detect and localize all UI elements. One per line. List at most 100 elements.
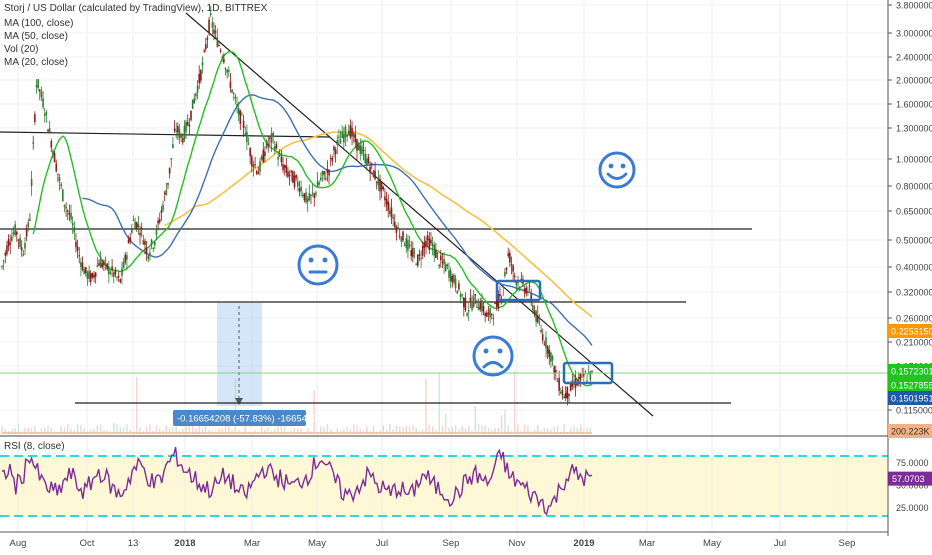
candle-body [206, 37, 209, 40]
rsi-tick-label: 25.0000 [896, 503, 929, 513]
indicator-volume[interactable]: Vol (20) [4, 44, 39, 55]
candle-body [316, 181, 319, 187]
candle-body [114, 269, 117, 275]
volume-bar [159, 428, 161, 434]
candle-body [173, 128, 176, 131]
candle-body [540, 329, 542, 333]
volume-bar [497, 427, 500, 434]
resistance-line-top[interactable] [0, 131, 331, 138]
candle-body [239, 110, 242, 125]
candle-body [410, 250, 413, 257]
candle-body [198, 73, 201, 84]
volume-bar [576, 427, 578, 434]
candle-body [400, 237, 403, 242]
candle-body [186, 121, 189, 126]
rsi-value-label: 57.0703 [892, 474, 925, 484]
volume-bar [533, 429, 536, 434]
candle-body [88, 270, 90, 279]
highlight-box-1[interactable] [495, 279, 542, 302]
indicator-ma50[interactable]: MA (50, close) [4, 31, 68, 42]
time-tick-label: May [703, 538, 721, 549]
volume-bar [237, 430, 240, 434]
candle-body [343, 134, 345, 143]
candle-body [515, 281, 518, 286]
volume-bar [346, 426, 348, 434]
volume-bar [17, 424, 20, 434]
candle-body [29, 219, 31, 221]
volume-bar [152, 430, 154, 434]
candle-body [333, 146, 335, 151]
candle-body [211, 22, 214, 28]
candle-body [226, 69, 228, 73]
candle-body [170, 158, 173, 160]
candle-body [324, 177, 327, 180]
indicator-ma20[interactable]: MA (20, close) [4, 57, 68, 68]
candle-body [154, 241, 156, 246]
candle-body [241, 114, 243, 116]
candle-body [55, 163, 58, 172]
volume-bar [50, 428, 53, 434]
price-axis[interactable]: 3.80000000 3.00000000 2.40000000 2.00000000… [888, 1, 932, 416]
candle-body [556, 381, 559, 383]
volume-bar [83, 428, 85, 434]
volume-bar [60, 426, 62, 434]
time-axis[interactable]: Aug Oct 13 2018 Mar May Jul Sep Nov 2019 Mar May Jul… [10, 538, 856, 549]
candle-body [277, 157, 279, 160]
candle-body [546, 346, 549, 354]
price-tick-label: 1.60000000 [896, 100, 932, 110]
candle-body [398, 235, 401, 237]
trendline[interactable] [185, 12, 654, 417]
candle-body [366, 158, 368, 166]
candle-body [535, 311, 537, 322]
volume-bar [343, 428, 345, 434]
candle-body [274, 146, 276, 151]
candle-body [35, 84, 38, 88]
measure-label-box [173, 410, 306, 426]
price-tag [888, 378, 932, 392]
candle-body [443, 259, 445, 265]
volume-bar [306, 428, 309, 434]
indicator-ma100[interactable]: MA (100, close) [4, 18, 74, 29]
candle-body [252, 164, 255, 168]
volume-bar [300, 427, 302, 434]
candle-body [362, 149, 365, 151]
candle-body [134, 221, 136, 229]
candle-body [431, 243, 434, 247]
candle-body [464, 298, 467, 311]
candle-body [99, 259, 102, 268]
candle-body [328, 169, 330, 176]
candle-body [283, 165, 286, 168]
volume-bar [441, 425, 444, 434]
candle-body [512, 265, 514, 272]
candle-body [22, 254, 25, 256]
candle-body [428, 238, 431, 251]
candle-body [180, 133, 182, 138]
candle-body [57, 173, 59, 175]
rsi-tick-label: 75.0000 [896, 458, 929, 468]
candle-body [103, 261, 105, 266]
candle-body [147, 255, 150, 260]
volume-bar [175, 426, 177, 434]
candle-body [47, 129, 49, 132]
candle-body [111, 266, 113, 271]
candle-body [433, 244, 436, 256]
candle-body [158, 219, 161, 223]
volume-bar [573, 425, 575, 434]
candle-body [73, 226, 76, 233]
candle-body [463, 297, 465, 308]
volume-bar [280, 425, 283, 434]
candle-body [63, 204, 66, 207]
candle-body [68, 212, 71, 215]
candle-body [257, 172, 260, 175]
candle-body [555, 370, 557, 374]
volume-bar [428, 425, 430, 434]
time-tick-label: Jul [774, 538, 786, 549]
time-tick-label: Jul [376, 538, 388, 549]
candle-body [346, 134, 348, 137]
volume-bar [382, 425, 384, 434]
candle-body [374, 170, 376, 180]
volume-bar [122, 427, 125, 434]
highlight-box-2[interactable] [562, 361, 614, 385]
candle-body [62, 189, 64, 202]
